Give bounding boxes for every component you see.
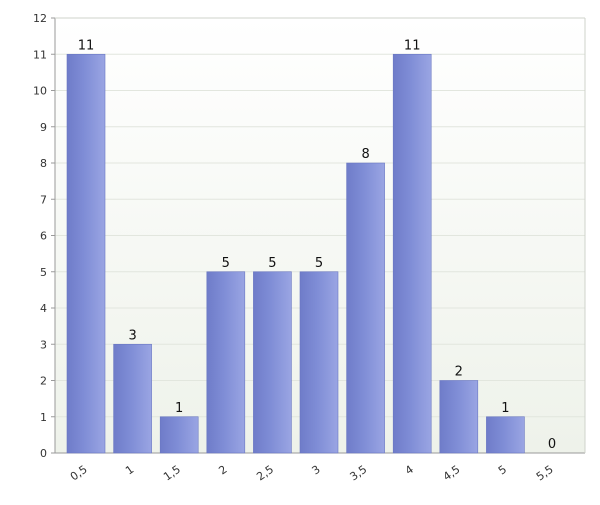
x-tick-label: 1: [123, 463, 136, 478]
bar: [159, 416, 199, 454]
data-label: 5: [315, 256, 323, 271]
y-tick-label: 0: [40, 447, 47, 460]
y-tick-label: 10: [33, 85, 47, 98]
x-tick-label: 3,5: [348, 463, 370, 484]
y-tick-label: 2: [40, 375, 47, 388]
x-tick-label: 5,5: [534, 463, 556, 484]
data-label: 5: [268, 256, 276, 271]
y-tick-label: 3: [40, 338, 47, 351]
y-tick-label: 6: [40, 230, 47, 243]
x-tick-label: 4: [403, 463, 416, 478]
bar: [253, 271, 292, 454]
y-tick-label: 8: [40, 157, 47, 170]
data-label: 3: [128, 328, 136, 343]
data-label: 5: [222, 256, 230, 271]
x-tick-label: 2,5: [254, 463, 276, 484]
x-tick-label: 1,5: [161, 463, 183, 484]
y-tick-label: 1: [40, 411, 47, 424]
y-tick-label: 4: [40, 302, 47, 315]
x-tick-label: 5: [496, 463, 509, 478]
y-tick-label: 12: [33, 12, 47, 25]
bar: [392, 53, 432, 454]
data-label: 0: [548, 437, 556, 452]
bar: [66, 53, 106, 454]
data-label: 11: [78, 38, 95, 53]
data-label: 1: [175, 401, 183, 416]
bar: [299, 271, 339, 454]
bar: [439, 380, 479, 454]
x-tick-label: 4,5: [441, 463, 463, 484]
data-label: 8: [361, 147, 369, 162]
data-label: 1: [501, 401, 509, 416]
x-tick-label: 0,5: [68, 463, 90, 484]
x-tick-label: 2: [216, 463, 229, 478]
bar: [346, 162, 385, 454]
bar: [113, 343, 152, 454]
x-tick-label: 3: [310, 463, 323, 478]
data-label: 11: [404, 38, 421, 53]
y-tick-label: 9: [40, 121, 47, 134]
data-label: 2: [455, 365, 463, 380]
y-tick-label: 7: [40, 193, 47, 206]
y-tick-label: 11: [33, 48, 47, 61]
bar: [206, 271, 246, 454]
y-tick-label: 5: [40, 266, 47, 279]
bar: [486, 416, 525, 454]
